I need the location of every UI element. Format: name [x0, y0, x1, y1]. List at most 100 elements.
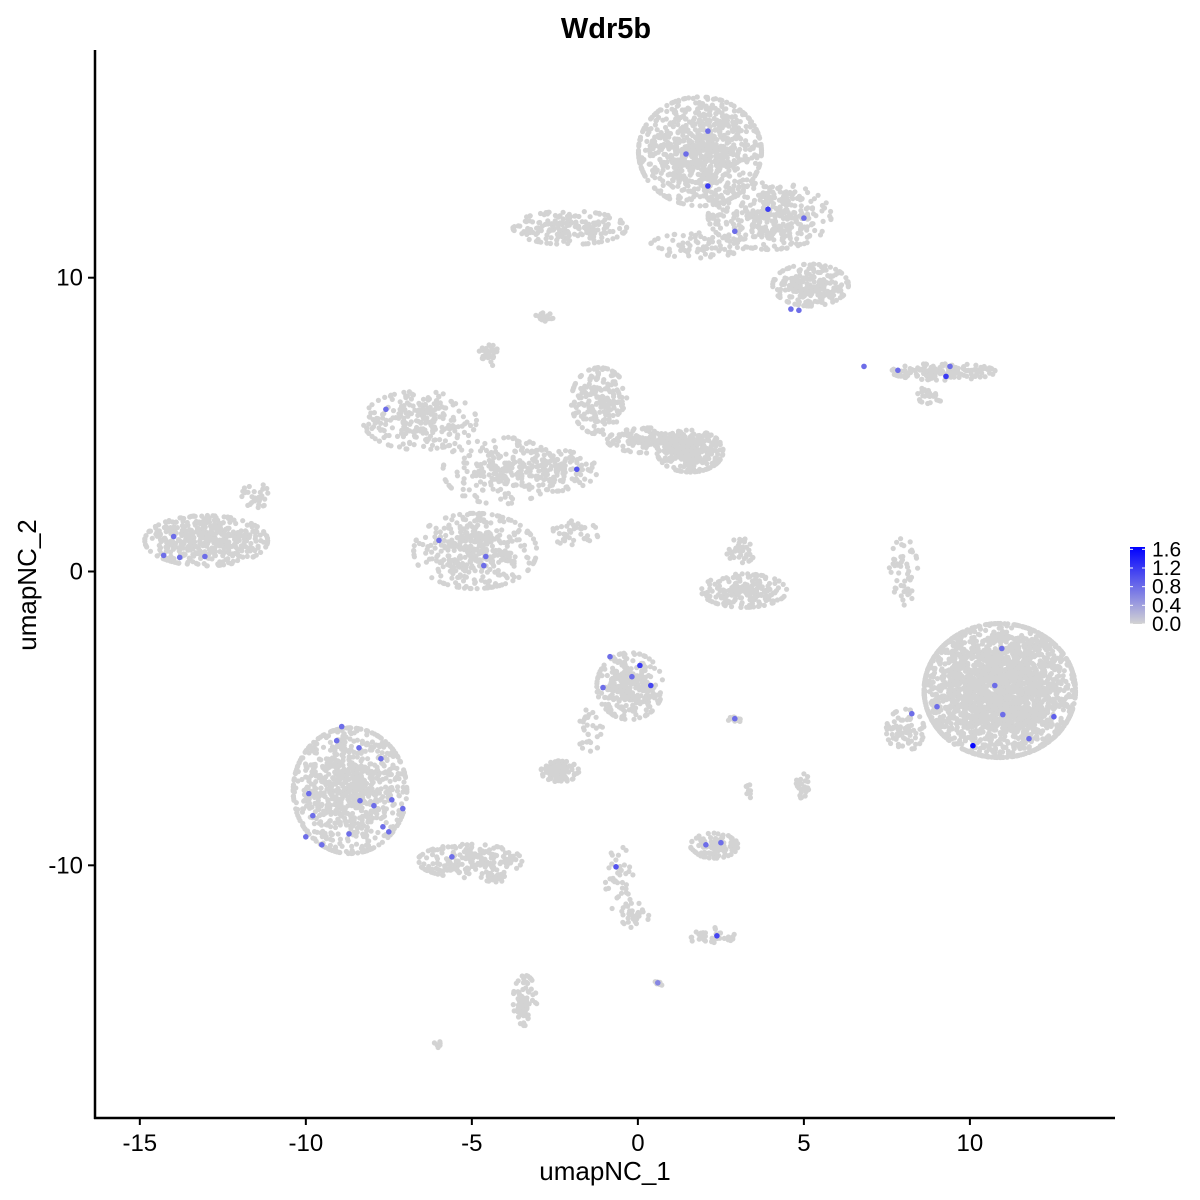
- cell-point: [904, 370, 910, 376]
- cell-point: [804, 281, 810, 287]
- cell-point: [154, 553, 160, 559]
- cell-point: [813, 213, 819, 219]
- cell-point: [582, 389, 588, 395]
- cell-point: [558, 524, 565, 530]
- cell-point: [544, 313, 550, 319]
- cell-point: [555, 468, 561, 474]
- cell-point: [723, 171, 729, 177]
- cell-point: [502, 494, 508, 500]
- cell-point: [610, 236, 616, 242]
- cell-point: [671, 231, 677, 238]
- cell-point: [422, 534, 429, 541]
- cell-point: [663, 116, 669, 122]
- cell-point: [147, 528, 154, 534]
- cell-point: [774, 246, 780, 252]
- cell-point: [434, 445, 440, 451]
- cell-point: [547, 466, 554, 472]
- cell-point: [477, 548, 483, 555]
- cell-point: [675, 199, 682, 205]
- cell-point: [494, 346, 500, 352]
- cell-point: [455, 432, 461, 438]
- cell-point: [505, 434, 511, 440]
- cell-point: [440, 465, 446, 471]
- cell-point: [595, 386, 601, 392]
- cell-point: [535, 239, 541, 245]
- cell-point: [495, 473, 501, 479]
- cell-point: [697, 194, 703, 200]
- cell-point: [765, 215, 771, 222]
- cell-point: [818, 299, 824, 305]
- cell-point: [483, 500, 489, 506]
- cell-point: [184, 519, 190, 526]
- cell-point: [766, 580, 773, 587]
- cell-point: [723, 575, 730, 581]
- cell-point: [600, 394, 606, 400]
- cell-point: [670, 178, 676, 184]
- cell-point: [751, 604, 757, 610]
- cell-point: [823, 200, 829, 206]
- cell-point: [753, 129, 759, 135]
- cell-point: [745, 571, 751, 577]
- cell-point: [712, 581, 718, 587]
- cell-point: [439, 424, 445, 430]
- cell-point: [511, 435, 517, 441]
- cell-point: [726, 587, 732, 594]
- cell-point: [161, 524, 167, 531]
- cell-point: [262, 496, 268, 502]
- cell-point: [901, 602, 907, 608]
- cell-point: [625, 447, 631, 453]
- cell-point: [398, 408, 404, 414]
- cell-point: [668, 171, 674, 177]
- cell-point: [411, 442, 417, 448]
- cell-point: [648, 126, 654, 132]
- cell-point: [752, 215, 758, 221]
- cell-point: [795, 297, 801, 303]
- cell-point: [907, 539, 913, 545]
- cell-point: [918, 366, 924, 372]
- cell-point: [930, 363, 936, 369]
- cell-point: [588, 416, 594, 422]
- cell-point: [720, 446, 726, 452]
- cell-point: [489, 543, 495, 549]
- cell-point: [438, 573, 444, 579]
- cell-point: [400, 441, 406, 447]
- cell-point: [511, 530, 517, 536]
- cell-point: [799, 196, 805, 202]
- cell-point: [381, 434, 387, 441]
- cell-point: [495, 567, 501, 574]
- cell-point: [673, 439, 679, 445]
- cell-point: [602, 217, 608, 223]
- cell-point: [904, 561, 910, 567]
- cell-point: [703, 170, 709, 176]
- cell-point: [527, 473, 533, 479]
- cell-point: [706, 465, 712, 471]
- cell-point: [749, 229, 755, 235]
- cell-point: [708, 167, 714, 173]
- cell-point: [682, 158, 688, 164]
- cell-point: [906, 568, 912, 574]
- cell-point: [806, 233, 813, 239]
- cell-point: [461, 429, 467, 435]
- cell-point: [637, 134, 644, 140]
- cell-point: [647, 161, 653, 167]
- cell-point: [738, 178, 744, 184]
- cell-point: [258, 549, 264, 556]
- cell-point: [784, 227, 790, 233]
- cell-point: [723, 113, 729, 119]
- cell-point: [778, 227, 784, 233]
- cell-point: [168, 556, 174, 562]
- cell-point: [705, 142, 712, 148]
- cell-point: [833, 266, 839, 272]
- cell-point: [708, 189, 715, 195]
- cell-point: [697, 145, 703, 151]
- cell-point: [817, 232, 824, 238]
- cell-point: [731, 537, 737, 543]
- cell-point: [782, 287, 788, 293]
- cell-point: [243, 529, 249, 535]
- cell-point: [765, 587, 771, 593]
- cell-point: [566, 222, 572, 228]
- cell-point: [602, 365, 609, 371]
- cell-point: [644, 138, 650, 144]
- cell-point: [578, 372, 585, 379]
- cell-point: [537, 316, 544, 322]
